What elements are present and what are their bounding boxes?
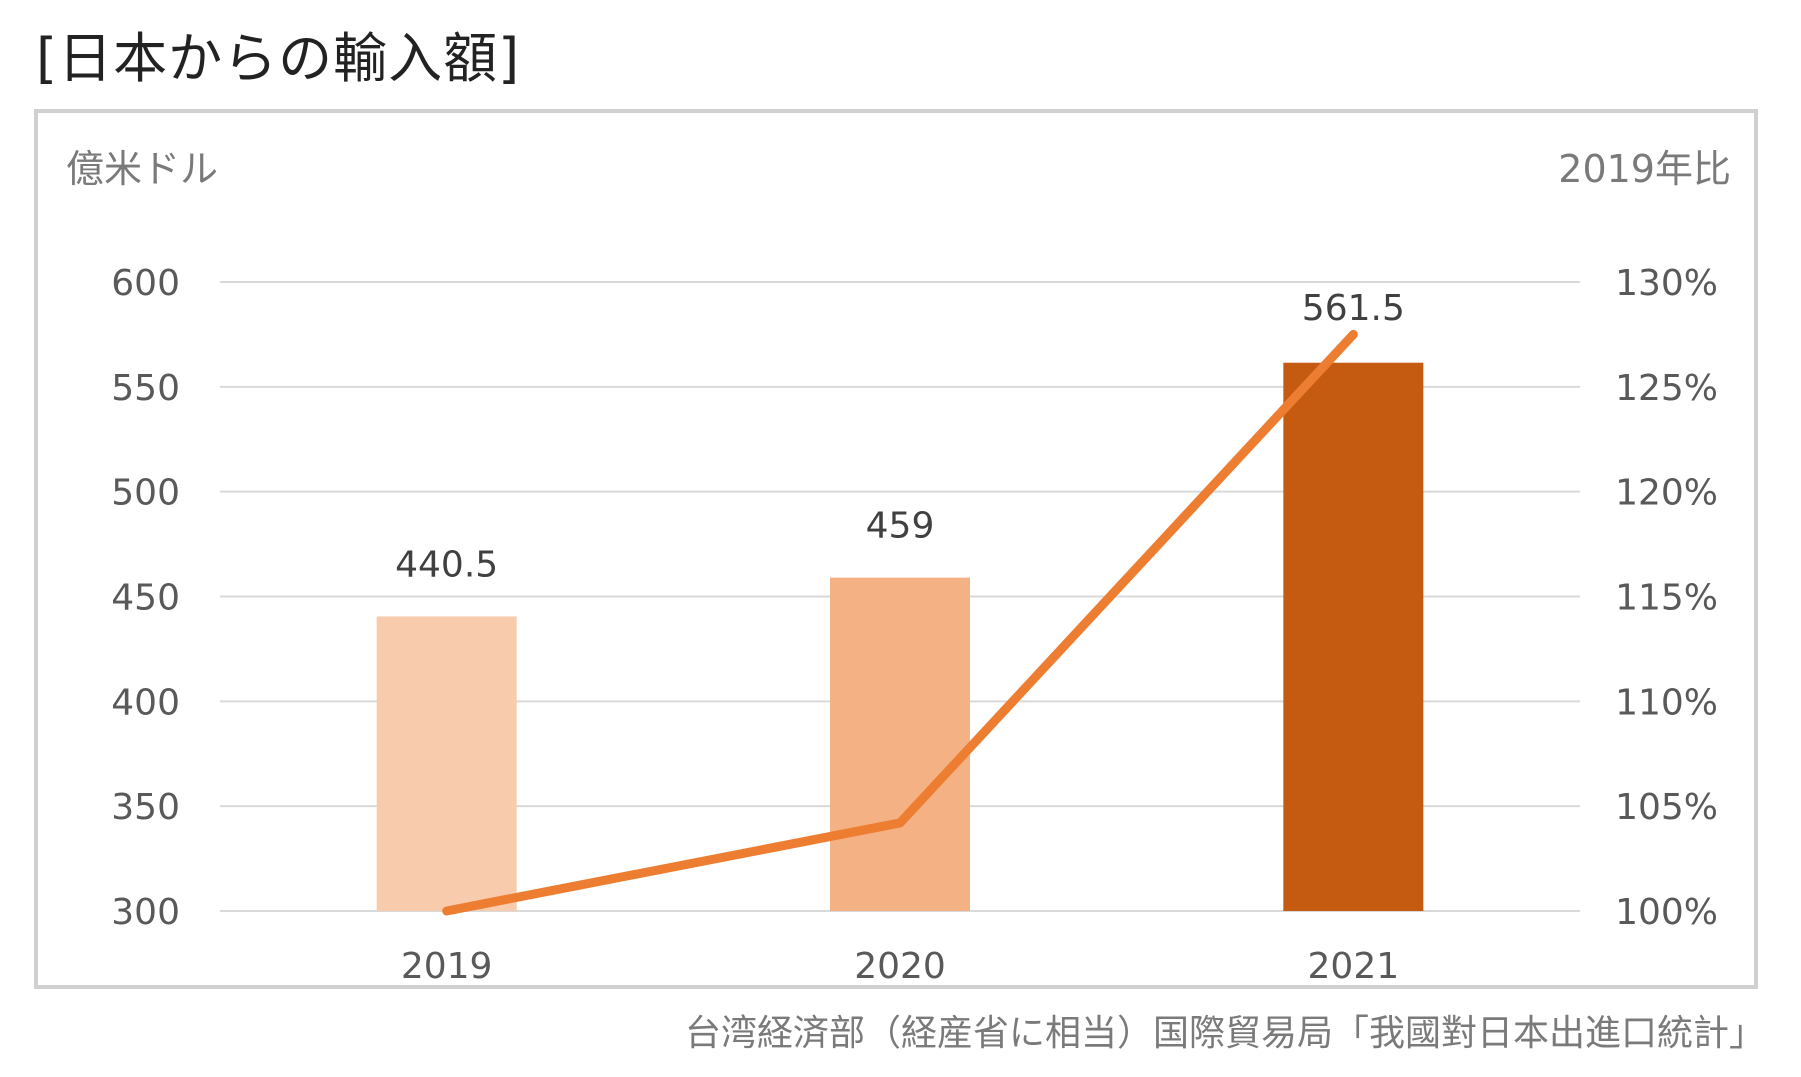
y-axis-unit-label: 億米ドル [66, 147, 219, 191]
bar-data-label: 561.5 [1302, 288, 1405, 329]
x-tick-label: 2021 [1308, 946, 1400, 987]
y2-tick-label: 125% [1615, 368, 1718, 409]
y2-tick-label: 105% [1615, 787, 1718, 828]
line-series [442, 329, 1358, 916]
y-tick-label: 300 [111, 892, 180, 933]
y-tick-label: 600 [111, 263, 180, 304]
y2-tick-label: 130% [1615, 263, 1718, 304]
page-title: [日本からの輸入額] [36, 27, 521, 90]
y2-tick-label: 100% [1615, 892, 1718, 933]
y-tick-label: 500 [111, 473, 180, 514]
source-note: 台湾経済部（経産省に相当）国際貿易局「我國對日本出進口統計」 [684, 1013, 1765, 1054]
y2-tick-label: 110% [1615, 682, 1718, 723]
y-tick-label: 550 [111, 368, 180, 409]
y2-tick-label: 120% [1615, 473, 1718, 514]
bar [1283, 362, 1424, 911]
x-tick-label: 2020 [854, 946, 946, 987]
bar-data-label: 459 [866, 506, 935, 547]
bar-data-label: 440.5 [395, 544, 498, 585]
y-tick-label: 400 [111, 682, 180, 723]
y2-tick-label: 115% [1615, 578, 1718, 619]
y-tick-label: 350 [111, 787, 180, 828]
y-tick-label: 450 [111, 578, 180, 619]
bar [376, 616, 517, 911]
x-tick-label: 2019 [401, 946, 493, 987]
y2-axis-unit-label: 2019年比 [1558, 147, 1731, 191]
bar [830, 577, 970, 911]
